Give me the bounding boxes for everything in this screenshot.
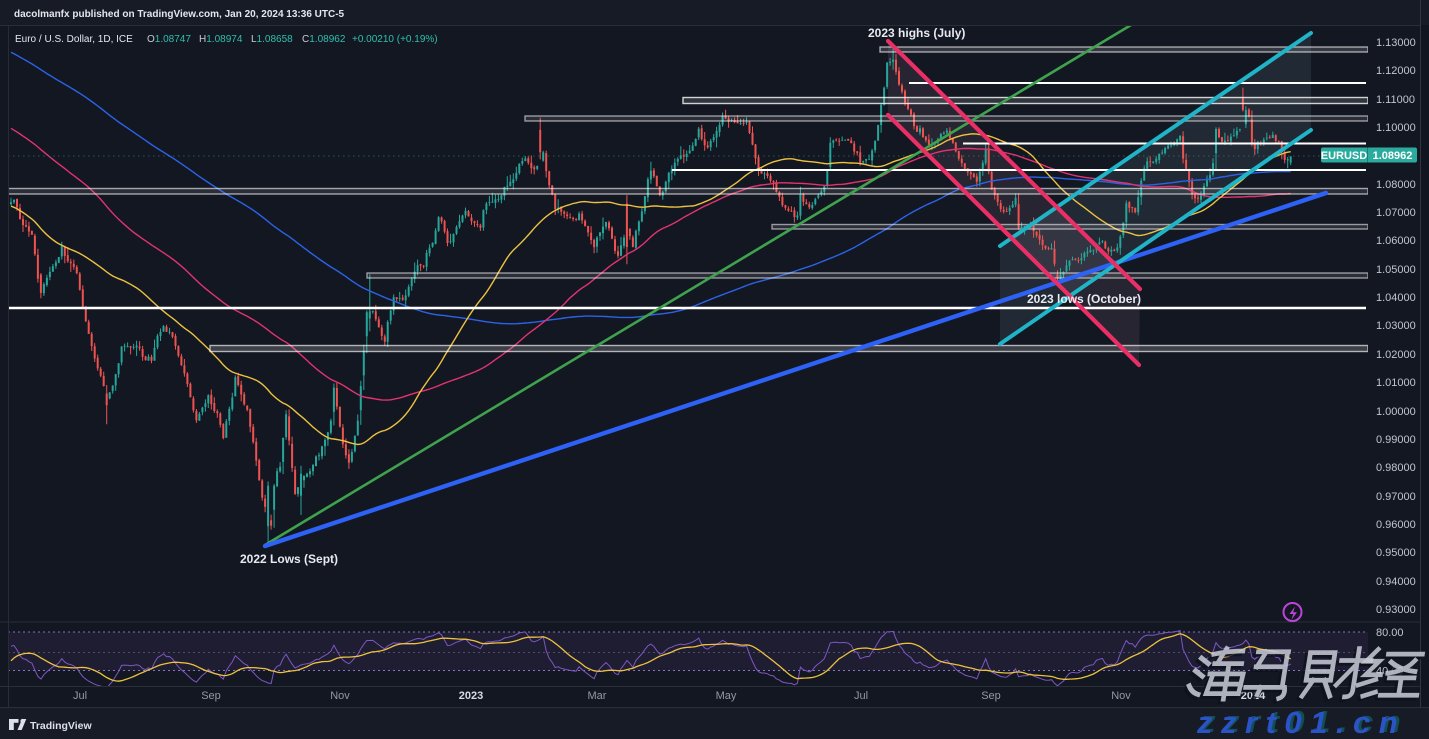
svg-text:0.96000: 0.96000 xyxy=(1376,519,1416,531)
svg-text:O1.08747: O1.08747 xyxy=(147,34,191,45)
svg-text:0.95000: 0.95000 xyxy=(1376,547,1416,559)
svg-text:Mar: Mar xyxy=(588,690,607,702)
svg-text:1.07000: 1.07000 xyxy=(1376,207,1416,219)
svg-text:80.00: 80.00 xyxy=(1376,627,1404,639)
svg-text:Nov: Nov xyxy=(1111,690,1131,702)
svg-text:EURUSD: EURUSD xyxy=(1321,150,1368,162)
svg-text:C1.08962: C1.08962 xyxy=(302,34,346,45)
svg-text:L1.08658: L1.08658 xyxy=(251,34,293,45)
svg-text:zzrt01.cn: zzrt01.cn xyxy=(1196,705,1406,739)
svg-text:1.02000: 1.02000 xyxy=(1376,349,1416,361)
svg-text:0.99000: 0.99000 xyxy=(1376,434,1416,446)
svg-text:0.98000: 0.98000 xyxy=(1376,462,1416,474)
svg-text:0.93000: 0.93000 xyxy=(1376,604,1416,616)
svg-text:1.13000: 1.13000 xyxy=(1376,37,1416,49)
svg-text:Nov: Nov xyxy=(330,690,350,702)
svg-text:2022 Lows (Sept): 2022 Lows (Sept) xyxy=(240,552,338,566)
svg-text:H1.08974: H1.08974 xyxy=(199,34,243,45)
svg-text:Euro / U.S. Dollar, 1D, ICE: Euro / U.S. Dollar, 1D, ICE xyxy=(15,34,133,45)
svg-text:zzrt01.cn: zzrt01.cn xyxy=(1199,704,1409,739)
svg-text:1.05000: 1.05000 xyxy=(1376,264,1416,276)
svg-text:Sep: Sep xyxy=(201,690,221,702)
svg-text:Jul: Jul xyxy=(73,690,87,702)
svg-text:1.08962: 1.08962 xyxy=(1373,150,1413,162)
svg-text:+0.00210 (+0.19%): +0.00210 (+0.19%) xyxy=(352,34,438,45)
svg-text:1.03000: 1.03000 xyxy=(1376,320,1416,332)
svg-text:Jul: Jul xyxy=(854,690,868,702)
svg-text:1.04000: 1.04000 xyxy=(1376,292,1416,304)
svg-text:Sep: Sep xyxy=(981,690,1001,702)
svg-text:2023 highs (July): 2023 highs (July) xyxy=(868,26,965,40)
svg-text:1.11000: 1.11000 xyxy=(1376,94,1415,106)
svg-text:1.00000: 1.00000 xyxy=(1376,406,1416,418)
svg-text:0.97000: 0.97000 xyxy=(1376,491,1416,503)
svg-text:2023: 2023 xyxy=(459,690,483,702)
svg-text:dacolmanfx published on Tradin: dacolmanfx published on TradingView.com,… xyxy=(14,9,345,20)
svg-text:1.01000: 1.01000 xyxy=(1376,377,1416,389)
svg-text:1.10000: 1.10000 xyxy=(1376,122,1416,134)
svg-text:TradingView: TradingView xyxy=(30,720,92,732)
svg-text:0.94000: 0.94000 xyxy=(1376,576,1416,588)
svg-text:2023 lows (October): 2023 lows (October) xyxy=(1027,292,1141,306)
svg-text:1.06000: 1.06000 xyxy=(1376,235,1416,247)
svg-text:1.08000: 1.08000 xyxy=(1376,179,1416,191)
svg-text:1.12000: 1.12000 xyxy=(1376,65,1416,77)
svg-text:May: May xyxy=(716,690,737,702)
